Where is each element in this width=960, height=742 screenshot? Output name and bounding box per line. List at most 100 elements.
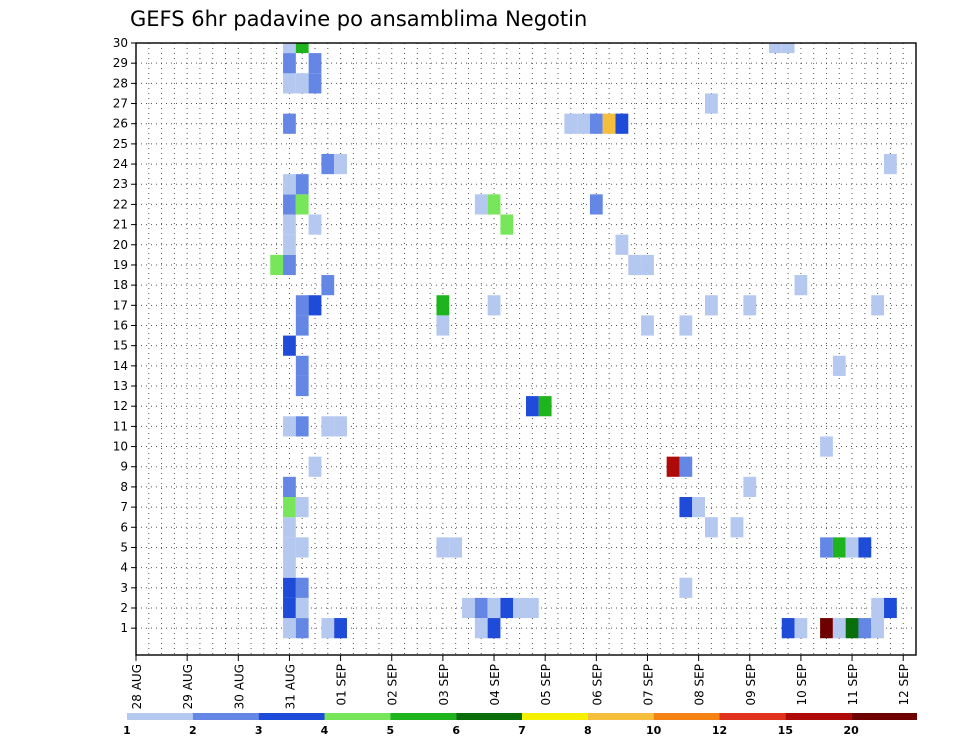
y-tick-label: 19 (113, 258, 128, 272)
legend-swatch (324, 713, 391, 720)
precip-cell (295, 497, 309, 518)
precip-cell (474, 194, 488, 215)
precip-cell (832, 355, 846, 376)
x-tick-label: 11 SEP (846, 664, 860, 706)
legend-label: 8 (584, 724, 592, 737)
x-tick-label: 07 SEP (641, 664, 655, 706)
x-tick-label: 01 SEP (335, 664, 349, 706)
precip-cell (679, 315, 693, 336)
precip-cell (832, 537, 846, 558)
precip-cell (794, 618, 808, 639)
precip-cell (295, 618, 309, 639)
precip-cell (283, 73, 296, 94)
precip-cell (858, 618, 872, 639)
precip-cell (743, 295, 757, 316)
x-tick-label: 02 SEP (386, 664, 400, 706)
legend-label: 20 (844, 724, 860, 737)
legend-swatch (587, 713, 654, 720)
precip-cell (820, 537, 833, 558)
x-tick-label: 30 AUG (232, 664, 246, 709)
precip-cell (295, 537, 309, 558)
legend-swatch (851, 713, 917, 720)
precip-cell (308, 214, 322, 235)
precip-cell (283, 416, 296, 437)
precip-cell (436, 315, 450, 336)
y-tick-label: 18 (113, 278, 128, 292)
x-axis-ticks: 28 AUG 29 AUG 30 AUG 31 AUG 01 SEP 02 SEP 03 S… (130, 655, 911, 709)
precip-cell (768, 43, 782, 54)
precip-cell (794, 275, 808, 296)
precip-cell (295, 174, 309, 195)
legend-label: 5 (387, 724, 395, 737)
precip-cell (615, 113, 629, 134)
precip-cell (295, 577, 309, 598)
precip-cell (334, 416, 347, 437)
x-tick-label: 28 AUG (130, 664, 144, 709)
legend-swatch (653, 713, 720, 720)
precip-cell (283, 597, 296, 619)
precip-cell (538, 396, 552, 417)
precip-cell (641, 254, 654, 276)
precip-cell (334, 618, 347, 639)
precip-cell (730, 517, 744, 538)
precip-cell (871, 597, 885, 619)
legend-label: 12 (712, 724, 727, 737)
legend-label: 3 (255, 724, 263, 737)
precip-cell (487, 618, 501, 639)
precip-cell (295, 73, 309, 94)
y-tick-label: 15 (113, 339, 128, 353)
precip-cell (449, 537, 463, 558)
precip-cell (526, 597, 539, 619)
precip-cell (321, 275, 335, 296)
grid (136, 42, 916, 655)
precip-cell (615, 234, 629, 255)
precip-cell (487, 295, 501, 316)
legend-label: 10 (646, 724, 662, 737)
legend-swatch (127, 713, 193, 720)
x-tick-label: 29 AUG (181, 664, 195, 709)
precip-cell (705, 295, 718, 316)
precip-cell (500, 597, 514, 619)
precip-cell (845, 618, 859, 639)
y-tick-label: 30 (113, 36, 128, 50)
legend-label: 7 (518, 724, 526, 737)
legend-label: 2 (189, 724, 197, 737)
precip-cell (295, 355, 309, 376)
precip-cell (589, 113, 603, 134)
y-tick-label: 8 (120, 480, 128, 494)
y-tick-label: 28 (113, 76, 128, 90)
precip-cell (295, 375, 309, 397)
legend-label: 15 (778, 724, 793, 737)
y-tick-label: 13 (113, 379, 128, 393)
precip-cell (308, 53, 322, 74)
y-tick-label: 4 (120, 561, 128, 575)
legend-swatch (522, 713, 588, 720)
y-tick-label: 1 (120, 621, 128, 635)
precip-cell (283, 476, 296, 498)
plot-frame (135, 42, 917, 656)
precip-cell (295, 194, 309, 215)
precip-cell (487, 597, 501, 619)
precip-cell (628, 254, 642, 276)
precip-cell (832, 618, 846, 639)
precip-cell (283, 577, 296, 598)
y-tick-label: 11 (113, 419, 128, 433)
precip-cell (871, 618, 885, 639)
precip-cell (321, 618, 335, 639)
precip-cell (679, 456, 693, 477)
precip-cell (513, 597, 526, 619)
legend-swatch (258, 713, 325, 720)
precip-cell (462, 597, 475, 619)
precip-cell (283, 194, 296, 215)
precip-cell (577, 113, 590, 134)
precip-cell (283, 618, 296, 639)
y-tick-label: 14 (113, 359, 128, 373)
y-tick-label: 22 (113, 197, 128, 211)
precip-cell (283, 335, 296, 356)
precip-cell (283, 53, 296, 74)
precip-cell (705, 93, 718, 114)
precip-cell (871, 295, 885, 316)
x-tick-label: 05 SEP (539, 664, 553, 706)
precip-cell (295, 295, 309, 316)
x-tick-label: 06 SEP (590, 664, 604, 706)
